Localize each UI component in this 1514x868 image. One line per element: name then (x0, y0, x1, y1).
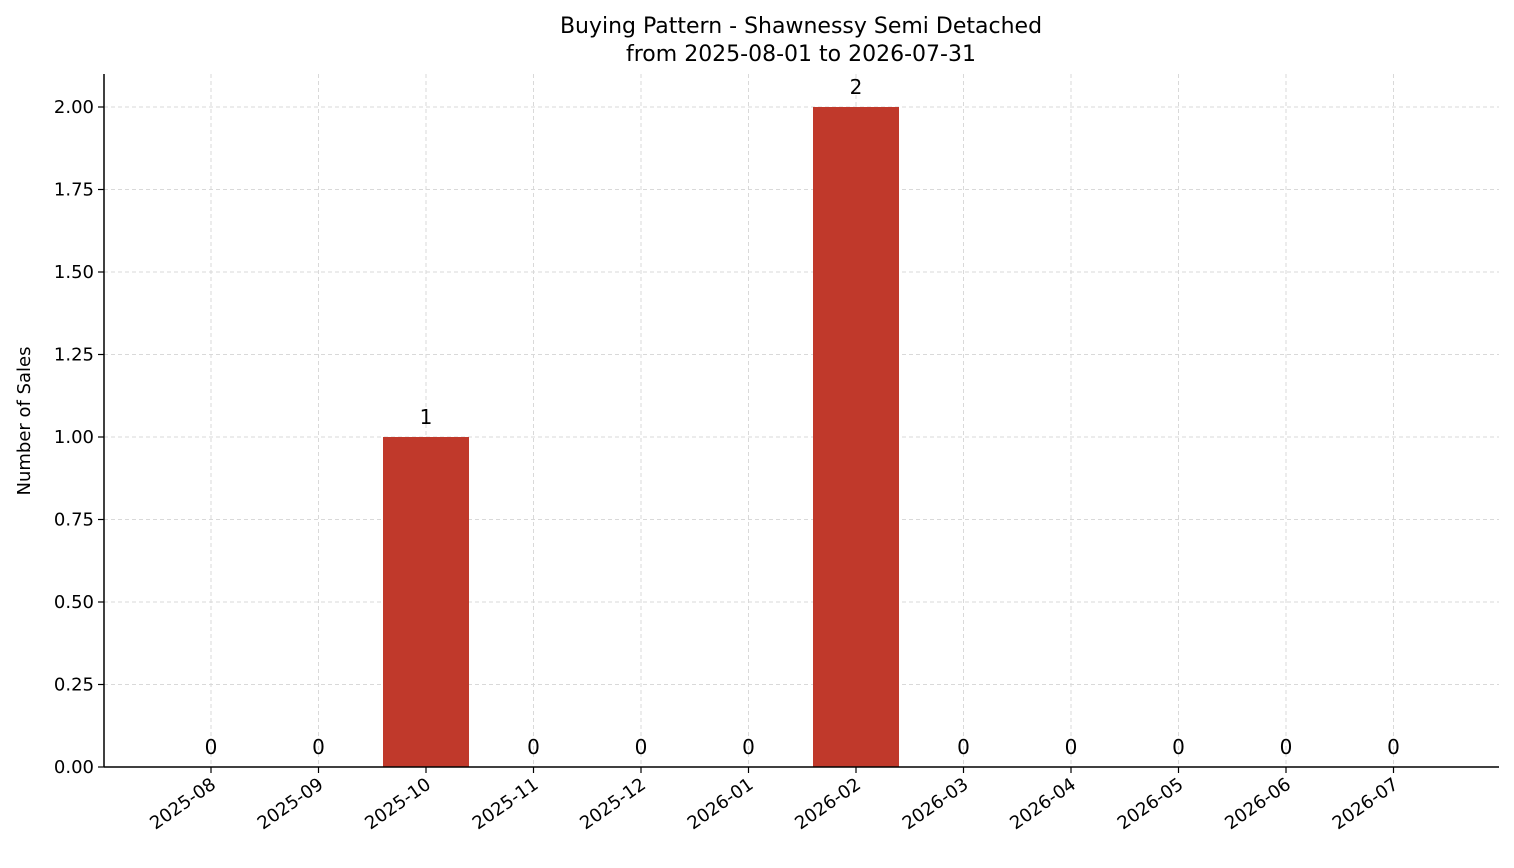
data-label: 0 (312, 735, 325, 759)
x-tick-label: 2026-01 (684, 774, 758, 834)
y-tick-label: 1.50 (54, 262, 94, 283)
data-labels: 0 0 1 0 0 0 2 0 0 0 0 0 (205, 75, 1400, 759)
grid-layer (104, 74, 1499, 768)
x-tick-label: 2025-12 (576, 774, 650, 834)
y-tick-label: 1.00 (54, 427, 94, 448)
y-axis-label: Number of Sales (14, 346, 35, 495)
data-label: 0 (527, 735, 540, 759)
data-label: 0 (1065, 735, 1078, 759)
data-label: 0 (1387, 735, 1400, 759)
y-tick-label: 1.25 (54, 345, 94, 366)
data-label: 0 (635, 735, 648, 759)
data-label: 0 (957, 735, 970, 759)
x-tick-label: 2025-08 (146, 774, 220, 834)
bars-layer (383, 107, 899, 767)
x-tick-label: 2026-07 (1329, 774, 1403, 834)
data-label: 2 (850, 75, 863, 99)
y-tick-label: 2.00 (54, 97, 94, 118)
x-tick-label: 2025-09 (254, 774, 328, 834)
x-tick-label: 2026-04 (1006, 774, 1080, 834)
x-tick-label: 2026-05 (1114, 774, 1188, 834)
chart-subtitle: from 2025-08-01 to 2026-07-31 (626, 42, 976, 67)
data-label: 0 (1172, 735, 1185, 759)
data-label: 0 (742, 735, 755, 759)
y-ticks: 0.00 0.25 0.50 0.75 1.00 1.25 1.50 1.75 2.00 (54, 97, 104, 778)
data-label: 0 (205, 735, 218, 759)
y-tick-label: 1.75 (54, 180, 94, 201)
x-tick-label: 2025-10 (361, 774, 435, 834)
y-tick-label: 0.75 (54, 510, 94, 531)
y-tick-label: 0.25 (54, 675, 94, 696)
bar (813, 107, 899, 767)
data-label: 0 (1280, 735, 1293, 759)
x-tick-label: 2026-02 (791, 774, 865, 834)
bar (383, 437, 469, 767)
x-tick-label: 2026-06 (1221, 774, 1295, 834)
x-ticks: 2025-08 2025-09 2025-10 2025-11 2025-12 2026-… (146, 767, 1402, 834)
x-tick-label: 2026-03 (899, 774, 973, 834)
y-tick-label: 0.00 (54, 757, 94, 778)
y-tick-label: 0.50 (54, 592, 94, 613)
chart-title: Buying Pattern - Shawnessy Semi Detached (560, 14, 1042, 39)
x-tick-label: 2025-11 (469, 774, 543, 834)
data-label: 1 (420, 405, 433, 429)
axes-layer (103, 74, 1499, 768)
